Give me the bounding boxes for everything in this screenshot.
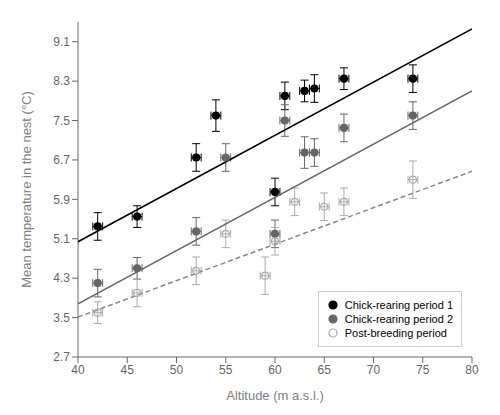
- svg-text:4.3: 4.3: [53, 271, 70, 285]
- svg-text:6.7: 6.7: [53, 153, 70, 167]
- svg-text:70: 70: [367, 363, 381, 377]
- html-text:Chick-rearing period 1: Chick-rearing period 1: [344, 299, 453, 311]
- svg-text:50: 50: [170, 363, 184, 377]
- svg-text:65: 65: [318, 363, 332, 377]
- svg-text:80: 80: [465, 363, 479, 377]
- svg-text:3.5: 3.5: [53, 311, 70, 325]
- svg-text:45: 45: [121, 363, 135, 377]
- svg-text:5.1: 5.1: [53, 232, 70, 246]
- svg-text:9.1: 9.1: [53, 35, 70, 49]
- svg-text:Mean temperature in the nest (: Mean temperature in the nest (°C): [19, 91, 34, 288]
- svg-text:8.3: 8.3: [53, 74, 70, 88]
- svg-text:5.9: 5.9: [53, 193, 70, 207]
- svg-text:40: 40: [71, 363, 85, 377]
- html-text:Post-breeding period: Post-breeding period: [344, 327, 447, 339]
- svg-text:55: 55: [219, 363, 233, 377]
- svg-text:60: 60: [268, 363, 282, 377]
- svg-text:75: 75: [416, 363, 430, 377]
- svg-text:Altitude (m a.s.l.): Altitude (m a.s.l.): [226, 388, 324, 403]
- svg-text:7.5: 7.5: [53, 114, 70, 128]
- svg-text:2.7: 2.7: [53, 350, 70, 364]
- html-text:Chick-rearing period 2: Chick-rearing period 2: [344, 313, 453, 325]
